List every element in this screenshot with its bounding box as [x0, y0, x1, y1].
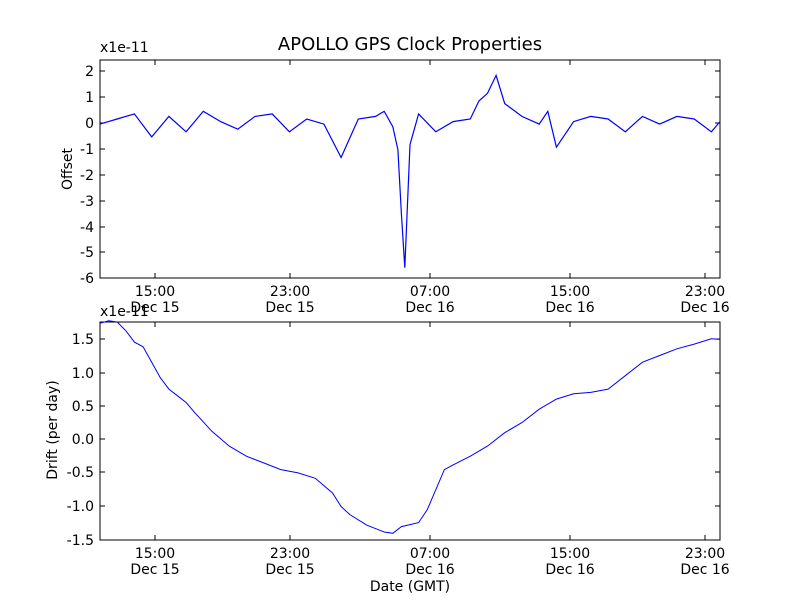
- x-tick-time: 23:00: [270, 284, 310, 300]
- y-tick-label: -2: [80, 168, 94, 184]
- y-multiplier-label: x1e-11: [100, 40, 149, 56]
- x-tick-date: Dec 16: [545, 300, 594, 316]
- x-tick-date: Dec 15: [130, 562, 179, 578]
- x-tick-date: Dec 15: [265, 300, 314, 316]
- y-tick-label: 0: [85, 116, 94, 132]
- x-tick-time: 23:00: [685, 546, 725, 562]
- x-tick-date: Dec 16: [680, 562, 729, 578]
- x-tick-date: Dec 16: [545, 562, 594, 578]
- x-tick-date: Dec 16: [405, 562, 454, 578]
- y-tick-label: 2: [85, 64, 94, 80]
- y-tick-label: 1.5: [72, 332, 94, 348]
- x-tick-time: 07:00: [410, 284, 450, 300]
- x-tick-time: 15:00: [135, 546, 175, 562]
- y-tick-label: 0.5: [72, 399, 94, 415]
- x-tick-date: Dec 16: [405, 300, 454, 316]
- series-line: [99, 320, 721, 534]
- x-tick-time: 15:00: [550, 546, 590, 562]
- y-tick-label: -6: [80, 271, 94, 287]
- x-tick-time: 15:00: [135, 284, 175, 300]
- x-tick-date: Dec 15: [130, 300, 179, 316]
- x-tick-time: 07:00: [410, 546, 450, 562]
- y-tick-label: -1.0: [67, 499, 94, 515]
- x-tick-date: Dec 15: [265, 562, 314, 578]
- plot-frame: [99, 321, 721, 541]
- series-line: [99, 73, 721, 268]
- x-tick-time: 15:00: [550, 284, 590, 300]
- y-tick-label: -4: [80, 220, 94, 236]
- y-tick-label: -1: [80, 142, 94, 158]
- x-tick-date: Dec 16: [680, 300, 729, 316]
- y-tick-label: -5: [80, 245, 94, 261]
- y-tick-label: -3: [80, 194, 94, 210]
- chart-title: APOLLO GPS Clock Properties: [278, 34, 542, 55]
- y-axis-label: Offset: [60, 147, 76, 190]
- y-multiplier-label: x1e-11: [100, 304, 149, 320]
- y-axis-label: Drift (per day): [45, 380, 61, 479]
- y-tick-label: -0.5: [67, 465, 94, 481]
- y-tick-label: 1.0: [72, 366, 94, 382]
- x-axis-label: Date (GMT): [370, 579, 450, 595]
- y-tick-label: -1.5: [67, 533, 94, 549]
- plot-frame: [99, 59, 721, 279]
- x-tick-time: 23:00: [270, 546, 310, 562]
- x-tick-time: 23:00: [685, 284, 725, 300]
- y-tick-label: 1: [85, 90, 94, 106]
- y-tick-label: 0.0: [72, 432, 94, 448]
